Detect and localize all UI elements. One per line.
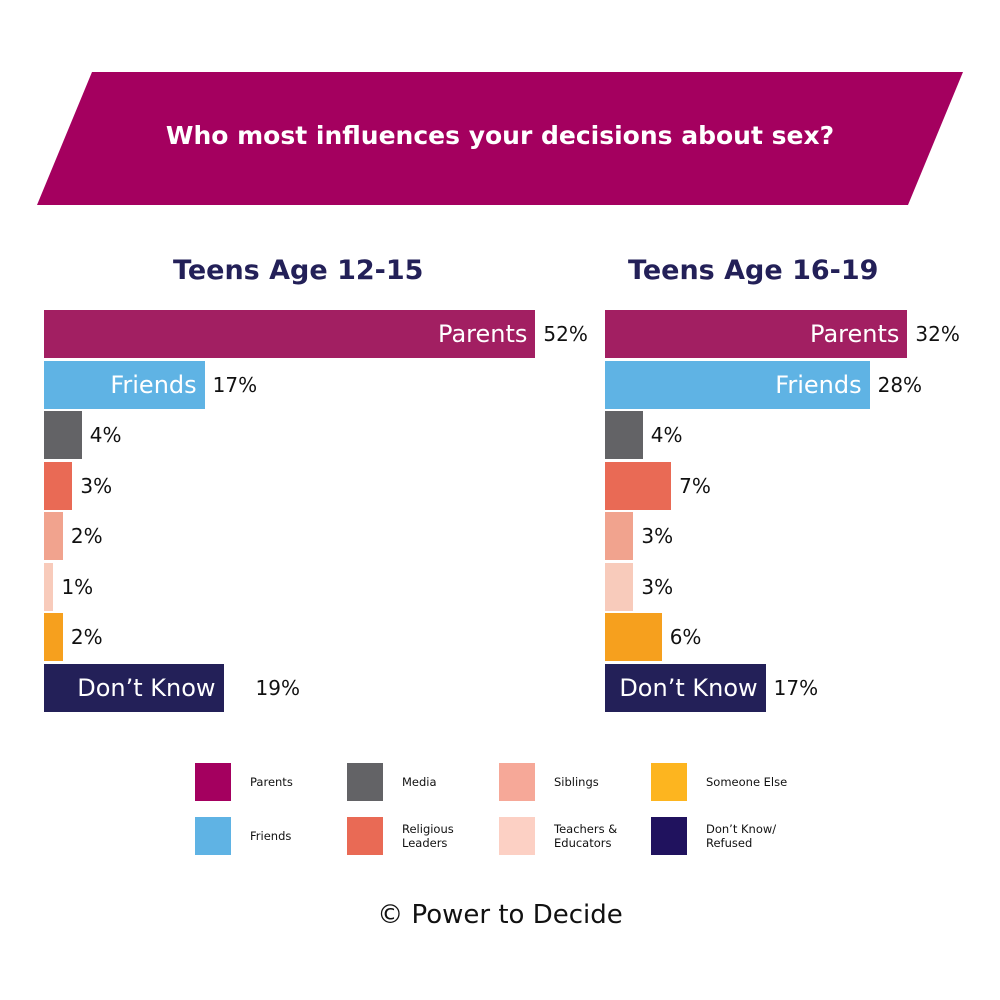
legend-item: Parents xyxy=(195,763,410,801)
panel-title-16-19: Teens Age 16-19 xyxy=(628,255,879,286)
value-label: 17% xyxy=(212,372,258,397)
legend-swatch xyxy=(499,817,535,855)
legend-swatch xyxy=(347,763,383,801)
value-label: 3% xyxy=(641,574,674,599)
bar-media xyxy=(605,411,643,459)
value-label: 19% xyxy=(255,675,300,700)
bar-label: Friends xyxy=(110,370,197,399)
bar-don-t-know xyxy=(44,663,224,712)
legend-label: Media xyxy=(402,775,437,789)
bar-friends xyxy=(44,360,205,409)
value-label: 1% xyxy=(61,574,94,599)
value-label: 3% xyxy=(80,473,113,498)
bar-someone-else xyxy=(605,613,662,661)
legend-item: Friends xyxy=(195,817,410,855)
bar-teachers-educators xyxy=(605,562,634,611)
legend-label: Siblings xyxy=(554,775,599,789)
value-label: 2% xyxy=(70,625,103,649)
legend-label: Parents xyxy=(250,775,293,789)
legend-item: Teachers & Educators xyxy=(499,817,714,855)
legend-item: Don’t Know/ Refused xyxy=(651,817,866,855)
value-label: 4% xyxy=(650,423,683,447)
title-banner xyxy=(37,72,963,205)
bar-siblings xyxy=(605,512,634,560)
copyright: © Power to Decide xyxy=(377,900,623,930)
bar-parents xyxy=(44,310,536,358)
chart-title: Who most influences your decisions about… xyxy=(165,121,835,150)
legend-swatch xyxy=(499,763,535,801)
legend-swatch xyxy=(651,763,687,801)
value-label: 28% xyxy=(877,372,923,397)
legend-item: Media xyxy=(347,763,562,801)
legend-label: Religious Leaders xyxy=(402,822,454,850)
bar-someone-else xyxy=(44,613,63,661)
chart-teens-16-19: Parents 32% Friends 28% 4% 7% 3% 3% 6% Don’t Know… xyxy=(605,300,1000,720)
legend-swatch xyxy=(195,763,231,801)
bar-label: Don’t Know xyxy=(77,673,216,702)
bar-parents xyxy=(605,310,908,358)
bar-label: Parents xyxy=(810,320,900,348)
value-label: 2% xyxy=(70,524,103,548)
legend-item: Someone Else xyxy=(651,763,866,801)
bar-label: Friends xyxy=(775,370,862,399)
bar-media xyxy=(44,411,82,459)
legend-label: Friends xyxy=(250,829,292,843)
bar-label: Parents xyxy=(438,320,528,348)
panel-title-12-15: Teens Age 12-15 xyxy=(173,255,424,286)
bar-teachers-educators xyxy=(44,562,54,611)
bar-siblings xyxy=(44,512,63,560)
legend-item: Siblings xyxy=(499,763,714,801)
bar-don-t-know xyxy=(605,663,766,712)
chart-teens-12-15: Parents 52% Friends 17% 4% 3% 2% 1% 2% Don’t Know… xyxy=(44,300,588,720)
value-label: 3% xyxy=(641,524,674,548)
bar-religious-leaders xyxy=(605,461,672,510)
legend-label: Teachers & Educators xyxy=(554,822,618,850)
value-label: 6% xyxy=(669,625,702,649)
legend: Parents Friends Media Religious Leaders Sibl… xyxy=(195,760,815,860)
legend-swatch xyxy=(195,817,231,855)
value-label: 32% xyxy=(915,322,960,346)
legend-item: Religious Leaders xyxy=(347,817,562,855)
value-label: 4% xyxy=(89,423,122,447)
bar-label: Don’t Know xyxy=(619,673,758,702)
bar-religious-leaders xyxy=(44,461,73,510)
legend-swatch xyxy=(651,817,687,855)
legend-label: Don’t Know/ Refused xyxy=(706,822,777,850)
legend-swatch xyxy=(347,817,383,855)
value-label: 17% xyxy=(773,675,819,700)
bar-friends xyxy=(605,360,870,409)
legend-label: Someone Else xyxy=(706,775,788,789)
value-label: 52% xyxy=(543,322,588,346)
value-label: 7% xyxy=(679,473,711,498)
